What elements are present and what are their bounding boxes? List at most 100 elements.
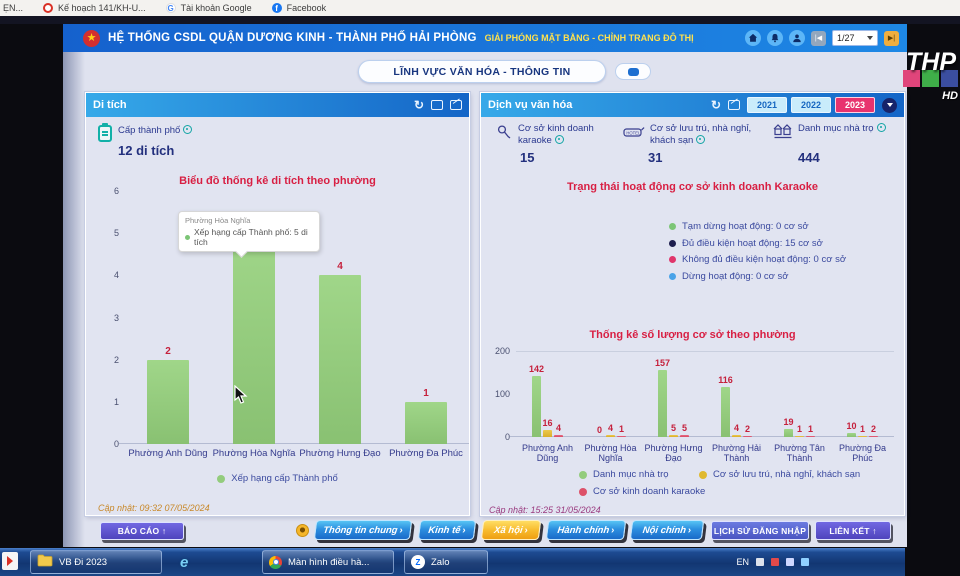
taskbar-item-VB Đi 2023[interactable]: VB Đi 2023 — [30, 550, 162, 574]
nav-button-label: Xã hội — [493, 524, 524, 536]
bar-Phường Hải Thành-s2[interactable] — [732, 435, 741, 437]
bar-Phường Hòa Nghĩa-s2[interactable] — [606, 435, 615, 437]
stat-item-2: HOTEL Cơ sở lưu trú, nhà nghỉ, khách sạn 3… — [623, 123, 773, 165]
bookmark-item[interactable]: G Tài khoản Google — [165, 3, 252, 13]
year-tab-2021[interactable]: 2021 — [747, 97, 787, 113]
facebook-icon: f — [271, 3, 282, 13]
section-action-button[interactable] — [615, 63, 651, 80]
karaoke-mic-icon — [495, 123, 513, 148]
bookmark-item[interactable]: ẸN... — [3, 3, 23, 13]
tray-icon[interactable] — [801, 558, 809, 566]
bar-Phường Đa Phúc[interactable] — [405, 401, 447, 444]
x-label: Phường Hải Thành — [712, 443, 761, 464]
bar-Phường Anh Dũng-s3[interactable] — [554, 435, 563, 437]
bookmark-item[interactable]: Kế hoạch 141/KH-U... — [43, 3, 146, 13]
report-button[interactable]: BÁO CÁO ↑ — [100, 522, 184, 540]
taskbar-app-icon[interactable] — [2, 552, 18, 570]
x-label: Phường Hòa Nghĩa — [212, 448, 296, 459]
bar-Phường Tân Thành-s1[interactable] — [784, 428, 793, 437]
bookmark-item[interactable]: f Facebook — [271, 3, 327, 13]
tray-icon[interactable] — [756, 558, 764, 566]
window-edge — [0, 16, 960, 24]
taskbar-item-Zalo[interactable]: Z Zalo — [404, 550, 488, 574]
bar-Phường Hải Thành-s1[interactable] — [721, 387, 730, 437]
nav-button-5[interactable]: Nội chính › — [629, 520, 705, 540]
language-indicator[interactable]: EN — [736, 557, 749, 567]
bar-Phường Tân Thành-s3[interactable] — [806, 436, 815, 437]
display-icon[interactable] — [431, 100, 443, 110]
login-history-button[interactable]: LỊCH SỬ ĐĂNG NHẬP — [711, 521, 809, 540]
boarding-house-icon — [773, 123, 793, 148]
bell-icon[interactable] — [767, 30, 783, 46]
home-icon[interactable] — [745, 30, 761, 46]
status-legend-item: Đủ điều kiện hoạt động: 15 cơ sở — [669, 238, 846, 249]
bar-Phường Hưng Đạo-s3[interactable] — [680, 434, 689, 437]
bar-Phường Tân Thành-s2[interactable] — [795, 436, 804, 437]
status-legend-item: Không đủ điều kiện hoạt động: 0 cơ sở — [669, 254, 846, 265]
legend-dot-icon — [699, 470, 707, 479]
nav-button-2[interactable]: Kinh tế › — [417, 520, 477, 540]
year-tab-2023[interactable]: 2023 — [835, 97, 875, 113]
taskbar-item-Màn hình điều hà...[interactable]: Màn hình điều hà... — [262, 550, 394, 574]
nav-button-1[interactable]: Thông tin chung › — [313, 520, 413, 540]
chevron-right-icon: › — [610, 524, 616, 536]
nav-button-4[interactable]: Hành chính › — [545, 520, 627, 540]
coin-icon[interactable] — [296, 524, 309, 537]
nav-button-3[interactable]: Xã hội › — [480, 520, 542, 540]
panel-di-tich: Di tích ↻ Cấp thành phố 12 di tích Biểu … — [85, 92, 470, 516]
bar-Phường Hưng Đạo-s1[interactable] — [658, 369, 667, 437]
bar-Phường Hòa Nghĩa[interactable] — [233, 233, 275, 444]
bar-Phường Đa Phúc-s1[interactable] — [847, 432, 856, 437]
taskbar-item-label: VB Đi 2023 — [59, 556, 108, 568]
eye-icon[interactable] — [554, 135, 564, 145]
tray-icon[interactable] — [786, 558, 794, 566]
red-circle-icon — [43, 3, 54, 13]
left-stat-label: Cấp thành phố — [118, 125, 193, 142]
bar-Phường Anh Dũng-s1[interactable] — [532, 375, 541, 437]
panel-left-header: Di tích ↻ — [86, 93, 469, 117]
print-icon — [627, 67, 639, 76]
pager-select[interactable]: 1/27 — [832, 30, 878, 46]
year-dropdown-button[interactable] — [882, 97, 897, 113]
legend-dot-icon — [669, 239, 676, 247]
bar-Phường Hưng Đạo[interactable] — [319, 275, 361, 444]
bar-Phường Đa Phúc-s2[interactable] — [858, 436, 867, 437]
table-edit-icon[interactable] — [728, 100, 740, 110]
bar-Phường Anh Dũng[interactable] — [147, 359, 189, 444]
bar-Phường Hưng Đạo-s2[interactable] — [669, 434, 678, 437]
zalo-icon: Z — [411, 555, 425, 569]
year-tabs: 2021 2022 2023 — [747, 97, 875, 113]
bar-Phường Hải Thành-s3[interactable] — [743, 436, 752, 437]
x-label: Phường Hưng Đạo — [644, 443, 703, 464]
bookmark-label: Facebook — [286, 3, 327, 13]
bar-Phường Đa Phúc-s3[interactable] — [869, 436, 878, 437]
bar-Phường Anh Dũng-s2[interactable] — [543, 430, 552, 437]
pager-next-button[interactable]: ▶| — [884, 30, 899, 46]
right-legend-item-2: Cơ sở lưu trú, nhà nghỉ, khách sạn — [699, 469, 860, 480]
taskbar-item-firefox-icon[interactable] — [218, 550, 246, 574]
eye-icon[interactable] — [696, 135, 706, 145]
user-icon[interactable] — [789, 30, 805, 46]
bar-Phường Hòa Nghĩa-s3[interactable] — [617, 436, 626, 437]
links-button[interactable]: LIÊN KẾT ↑ — [815, 521, 891, 540]
tray-icon[interactable] — [771, 558, 779, 566]
year-tab-2022[interactable]: 2022 — [791, 97, 831, 113]
y-tick: 6 — [113, 186, 119, 196]
eye-icon[interactable] — [876, 123, 886, 132]
stat-label: Cơ sở kinh doanh karaoke — [518, 123, 594, 147]
y-tick: 100 — [494, 389, 510, 399]
eye-icon[interactable] — [183, 125, 193, 134]
refresh-icon[interactable]: ↻ — [710, 98, 721, 112]
status-legend: Tạm dừng hoạt động: 0 cơ sở Đủ điều kiện … — [669, 221, 846, 287]
y-tick: 2 — [113, 354, 119, 365]
gridline-200 — [516, 351, 894, 352]
app-header: ★ HỆ THỐNG CSDL QUẬN DƯƠNG KINH - THÀNH … — [63, 24, 907, 52]
refresh-icon[interactable]: ↻ — [413, 98, 424, 112]
bookmark-label: ẸN... — [3, 3, 24, 13]
bar-value: 5 — [681, 422, 688, 433]
table-edit-icon[interactable] — [450, 100, 462, 110]
taskbar-item-ie-icon[interactable]: e — [174, 550, 202, 574]
tooltip-title: Phường Hòa Nghĩa — [185, 216, 251, 225]
chevron-right-icon: › — [523, 524, 529, 536]
pager-prev-button[interactable]: |◀ — [811, 30, 826, 46]
